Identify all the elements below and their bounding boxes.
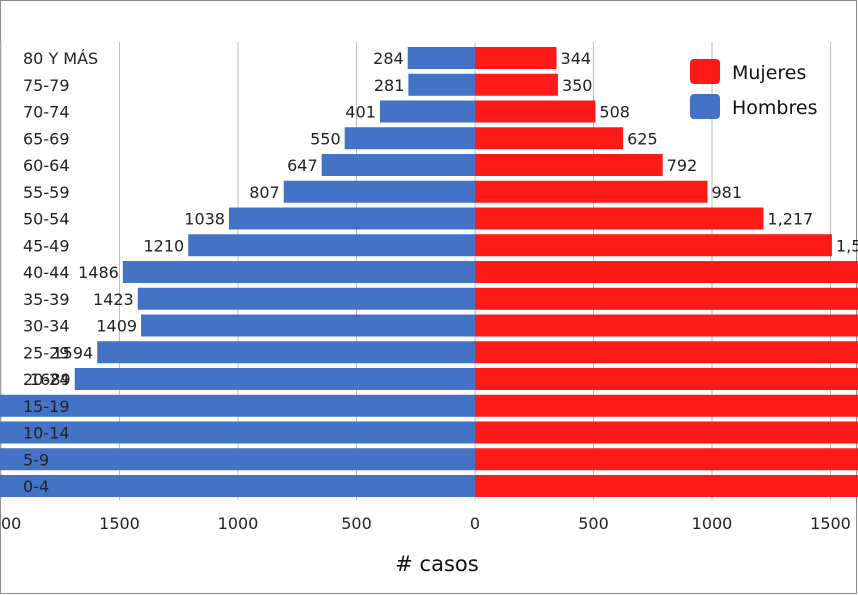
bar-hombres xyxy=(283,180,475,203)
data-label-hombres: 550 xyxy=(310,129,341,148)
y-category-label: 25-29 xyxy=(23,343,70,362)
y-category-label: 80 Y MÁS xyxy=(23,49,98,68)
y-category-label: 65-69 xyxy=(23,129,70,148)
bar-hombres xyxy=(228,207,475,230)
y-category-label: 0-4 xyxy=(23,477,49,496)
legend: Mujeres Hombres xyxy=(690,59,817,119)
y-category-label: 55-59 xyxy=(23,183,70,202)
y-category-label: 50-54 xyxy=(23,210,70,229)
data-label-mujeres: 625 xyxy=(627,129,658,148)
data-label-hombres: 1594 xyxy=(53,343,94,362)
bar-mujeres xyxy=(475,207,764,230)
bar-hombres xyxy=(408,73,475,96)
bar-mujeres xyxy=(475,234,832,257)
y-category-label: 20-24 xyxy=(23,370,70,389)
y-category-label: 35-39 xyxy=(23,290,70,309)
data-label-hombres: 1689 xyxy=(30,370,71,389)
data-label-mujeres: 792 xyxy=(667,156,698,175)
bar-mujeres xyxy=(475,341,858,364)
x-axis-title: # casos xyxy=(395,552,478,576)
y-category-label: 15-19 xyxy=(23,397,70,416)
bar-hombres xyxy=(137,287,475,310)
bar-hombres xyxy=(0,475,476,497)
data-label-hombres: 1409 xyxy=(96,317,137,336)
legend-label-mujeres: Mujeres xyxy=(732,62,806,84)
data-label-mujeres: 1,506 xyxy=(836,236,858,255)
bar-mujeres xyxy=(475,475,858,497)
x-tick-label: 2000 xyxy=(0,514,21,533)
bar-hombres xyxy=(122,261,476,283)
bar-hombres xyxy=(97,341,476,364)
data-label-mujeres: 508 xyxy=(599,103,630,122)
x-tick-label: 1500 xyxy=(810,514,851,533)
data-label-hombres: 1038 xyxy=(184,210,225,229)
bar-mujeres xyxy=(475,287,858,310)
data-label-hombres: 1486 xyxy=(78,263,119,282)
bar-hombres xyxy=(379,100,475,123)
data-label-hombres: 647 xyxy=(287,156,318,175)
bar-hombres xyxy=(74,368,475,390)
y-category-label: 70-74 xyxy=(23,103,70,122)
data-label-hombres: 281 xyxy=(374,76,405,95)
x-tick-label: 1000 xyxy=(218,514,259,533)
x-tick-label: 500 xyxy=(341,514,372,533)
data-label-hombres: 807 xyxy=(249,183,280,202)
x-tick-label: 500 xyxy=(578,514,609,533)
y-category-label: 5-9 xyxy=(23,450,49,469)
bars xyxy=(0,47,858,497)
y-category-label: 75-79 xyxy=(23,76,70,95)
y-category-label: 10-14 xyxy=(23,424,70,443)
data-label-mujeres: 981 xyxy=(711,183,742,202)
data-label-mujeres: 344 xyxy=(561,49,592,68)
bar-hombres xyxy=(0,394,475,417)
bar-mujeres xyxy=(475,100,596,123)
bar-hombres xyxy=(321,154,475,176)
bar-mujeres xyxy=(475,127,624,150)
legend-label-hombres: Hombres xyxy=(732,97,817,119)
bar-mujeres xyxy=(475,394,858,417)
x-tick-label: 0 xyxy=(470,514,480,533)
data-label-hombres: 401 xyxy=(345,103,376,122)
data-label-hombres: 1210 xyxy=(144,236,185,255)
legend-swatch-hombres xyxy=(690,94,720,119)
x-axis: 3000250020001500100050005001000150020002… xyxy=(0,514,851,533)
x-tick-label: 1500 xyxy=(99,514,140,533)
bar-hombres xyxy=(407,47,475,69)
y-category-label: 40-44 xyxy=(23,263,70,282)
bar-mujeres xyxy=(475,154,663,176)
data-label-hombres: 1423 xyxy=(93,290,134,309)
y-category-label: 30-34 xyxy=(23,317,70,336)
bar-hombres xyxy=(141,314,475,337)
x-tick-label: 1000 xyxy=(692,514,733,533)
data-label-hombres: 284 xyxy=(373,49,404,68)
bar-mujeres xyxy=(475,261,858,283)
bar-mujeres xyxy=(475,47,557,69)
bar-mujeres xyxy=(475,180,708,203)
bar-hombres xyxy=(0,448,475,471)
bar-mujeres xyxy=(475,314,858,337)
bar-mujeres xyxy=(475,421,858,444)
data-label-mujeres: 1,217 xyxy=(767,210,813,229)
bar-mujeres xyxy=(475,73,558,96)
y-category-label: 45-49 xyxy=(23,236,70,255)
bar-hombres xyxy=(188,234,476,257)
y-category-label: 60-64 xyxy=(23,156,70,175)
labels: 20582,0920-422772,3025-922822,31510-1421… xyxy=(23,49,858,496)
data-label-mujeres: 350 xyxy=(562,76,593,95)
bar-hombres xyxy=(344,127,475,150)
bar-mujeres xyxy=(475,368,858,390)
bar-mujeres xyxy=(475,448,858,471)
legend-swatch-mujeres xyxy=(690,59,720,84)
bar-hombres xyxy=(0,421,475,444)
